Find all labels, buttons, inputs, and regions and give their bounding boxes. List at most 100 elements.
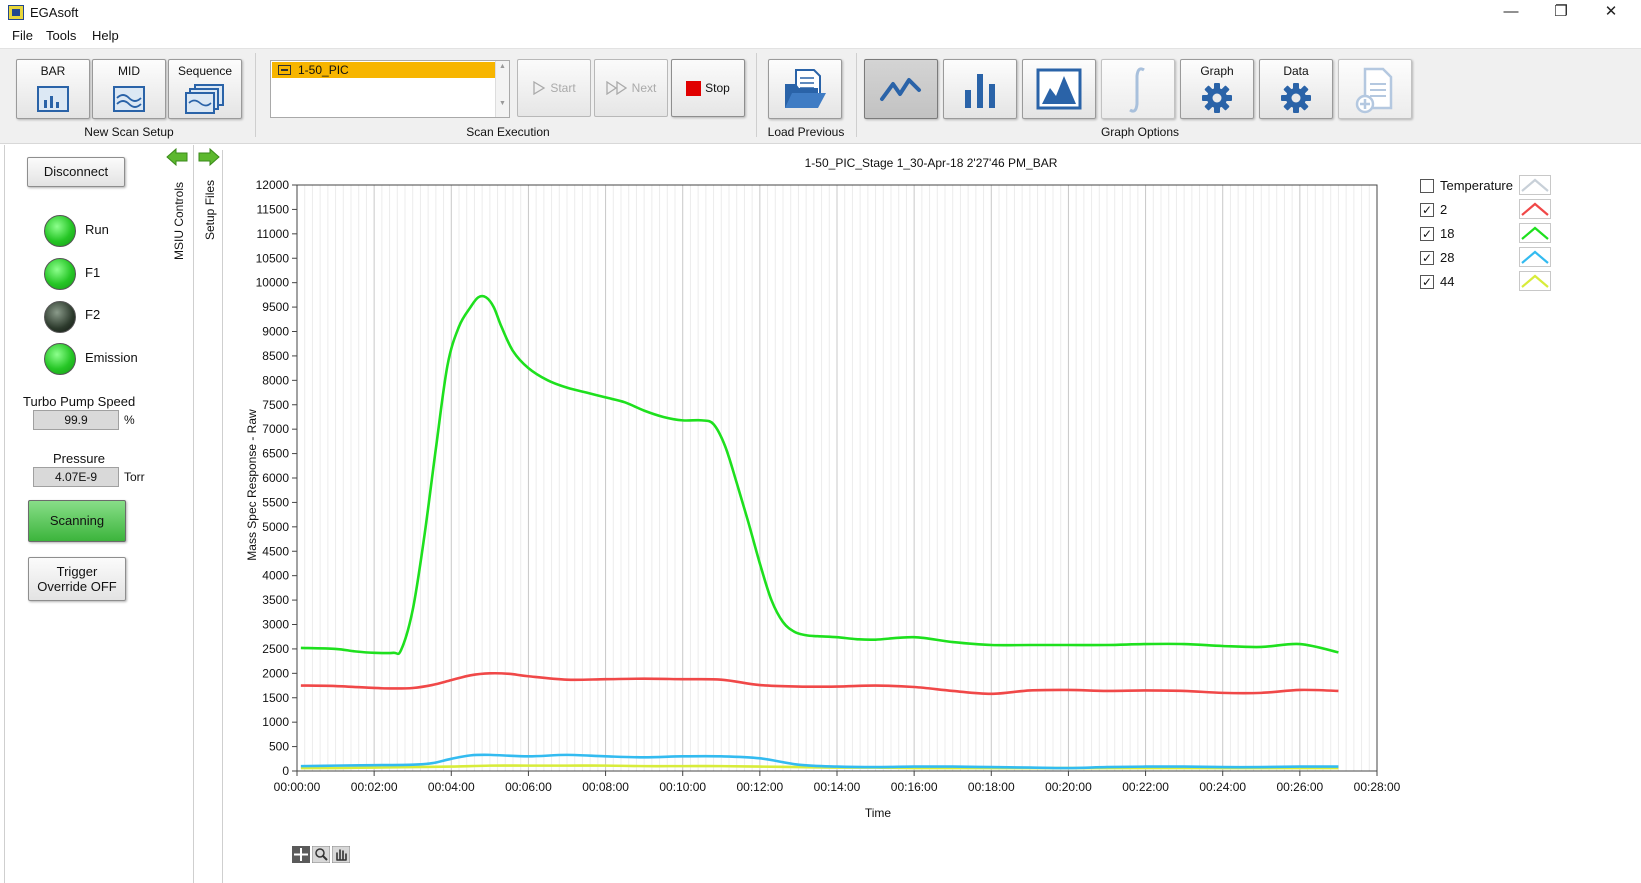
pan-hand-icon[interactable] [332, 846, 350, 863]
trigger-label: Trigger [56, 564, 98, 579]
fast-forward-icon [606, 81, 627, 95]
legend-item[interactable]: ✓ 18 [1413, 223, 1563, 245]
x-tick-label: 00:16:00 [891, 780, 938, 794]
legend-checkbox[interactable] [1420, 179, 1434, 193]
mid-button[interactable]: MID [92, 59, 166, 119]
stop-button[interactable]: Stop [671, 59, 745, 117]
msiu-controls-panel: Disconnect Run F1 F2 Emission Turbo Pump… [4, 145, 194, 883]
y-tick-label: 4000 [262, 569, 289, 583]
next-button[interactable]: Next [594, 59, 668, 117]
scanning-button[interactable]: Scanning [28, 500, 126, 542]
y-tick-label: 2500 [262, 642, 289, 656]
x-tick-label: 00:04:00 [428, 780, 475, 794]
graph-palette [292, 846, 354, 864]
start-button[interactable]: Start [517, 59, 591, 117]
y-tick-label: 3500 [262, 593, 289, 607]
y-tick-label: 1500 [262, 691, 289, 705]
tab-msiu-controls[interactable]: MSIU Controls [172, 181, 186, 260]
emission-label: Emission [85, 350, 138, 365]
y-tick-label: 5500 [262, 495, 289, 509]
scan-list-item[interactable]: 1-50_PIC [272, 62, 495, 78]
minimize-icon[interactable]: — [1503, 3, 1519, 20]
graph-settings-button[interactable]: Graph [1180, 59, 1254, 119]
legend-item[interactable]: Temperature [1413, 175, 1563, 197]
bar-button[interactable]: BAR [16, 59, 90, 119]
legend-label: Temperature [1440, 178, 1513, 193]
new-report-button[interactable] [1338, 59, 1412, 119]
menu-tools[interactable]: Tools [46, 28, 77, 43]
chart[interactable]: 1-50_PIC_Stage 1_30-Apr-18 2'27'46 PM_BA… [222, 145, 1412, 875]
legend-label: 28 [1440, 250, 1455, 265]
toolbar-divider [756, 53, 757, 137]
legend-checkbox[interactable]: ✓ [1420, 251, 1434, 265]
run-label: Run [85, 222, 109, 237]
scroll-up-icon[interactable]: ▲ [499, 63, 506, 70]
turbo-pump-speed-label: Turbo Pump Speed [23, 394, 136, 409]
y-tick-label: 5000 [262, 520, 289, 534]
y-tick-label: 6500 [262, 447, 289, 461]
x-axis-title: Time [865, 806, 892, 820]
tab-setup-files[interactable]: Setup Files [203, 179, 217, 240]
scroll-down-icon[interactable]: ▼ [499, 100, 506, 107]
graph-options-label: Graph Options [1100, 125, 1180, 139]
series-line-2 [300, 671, 1339, 696]
stop-button-label: Stop [705, 81, 730, 95]
chart-series [300, 294, 1339, 770]
x-tick-label: 00:10:00 [659, 780, 706, 794]
legend-item[interactable]: ✓ 44 [1413, 271, 1563, 293]
legend-checkbox[interactable]: ✓ [1420, 203, 1434, 217]
play-icon [533, 81, 546, 95]
arrow-right-icon[interactable] [198, 148, 220, 166]
legend-swatch[interactable] [1519, 199, 1551, 219]
sequence-button-label: Sequence [177, 64, 233, 78]
legend-swatch[interactable] [1519, 247, 1551, 267]
stacked-charts-icon [185, 84, 224, 114]
y-tick-label: 4500 [262, 544, 289, 558]
y-tick-label: 7500 [262, 398, 289, 412]
turbo-pump-speed-unit: % [124, 413, 135, 427]
menu-help[interactable]: Help [92, 28, 119, 43]
scan-list-scrollbar[interactable]: ▲ ▼ [495, 61, 509, 117]
graph-settings-label: Graph [1200, 64, 1234, 78]
toolbar: BAR MID Sequence New Scan Setup 1-50_PIC… [0, 48, 1641, 144]
zoom-icon[interactable] [312, 846, 330, 863]
x-tick-label: 00:24:00 [1199, 780, 1246, 794]
pressure-label: Pressure [53, 451, 106, 466]
scan-list-item-label: 1-50_PIC [298, 63, 349, 77]
next-button-label: Next [631, 81, 657, 95]
crosshair-cursor-icon[interactable] [292, 846, 310, 863]
x-tick-label: 00:06:00 [505, 780, 552, 794]
gear-icon [1202, 83, 1232, 113]
legend-item[interactable]: ✓ 28 [1413, 247, 1563, 269]
legend-swatch[interactable] [1519, 175, 1551, 195]
legend-swatch[interactable] [1519, 223, 1551, 243]
y-axis: 0 500 1000 1500 2000 2500 3000 3500 4000 4500 5000… [256, 178, 297, 778]
legend-item[interactable]: ✓ 2 [1413, 199, 1563, 221]
disconnect-button[interactable]: Disconnect [27, 157, 125, 187]
legend-checkbox[interactable]: ✓ [1420, 227, 1434, 241]
x-tick-label: 00:08:00 [582, 780, 629, 794]
x-tick-label: 00:12:00 [736, 780, 783, 794]
sequence-button[interactable]: Sequence [168, 59, 242, 119]
wave-chart-icon [113, 86, 145, 112]
trigger-override-button[interactable]: Trigger Override OFF [28, 557, 126, 601]
line-graph-button[interactable] [864, 59, 938, 119]
arrow-left-icon[interactable] [166, 148, 188, 166]
legend-swatch[interactable] [1519, 271, 1551, 291]
series-line-18 [300, 294, 1339, 656]
y-tick-label: 11500 [257, 202, 290, 216]
integrate-button[interactable] [1101, 59, 1175, 119]
data-settings-button[interactable]: Data [1259, 59, 1333, 119]
legend-label: 18 [1440, 226, 1455, 241]
scan-list[interactable]: 1-50_PIC ▲ ▼ [270, 60, 510, 118]
close-icon[interactable]: ✕ [1604, 3, 1618, 20]
y-tick-label: 12000 [256, 178, 290, 192]
load-previous-button[interactable] [768, 59, 842, 119]
bar-graph-button[interactable] [943, 59, 1017, 119]
menu-file[interactable]: File [12, 28, 33, 43]
y-tick-label: 8000 [262, 373, 289, 387]
area-graph-button[interactable] [1022, 59, 1096, 119]
stop-icon [686, 80, 702, 96]
legend-checkbox[interactable]: ✓ [1420, 275, 1434, 289]
restore-icon[interactable]: ❐ [1554, 3, 1568, 20]
